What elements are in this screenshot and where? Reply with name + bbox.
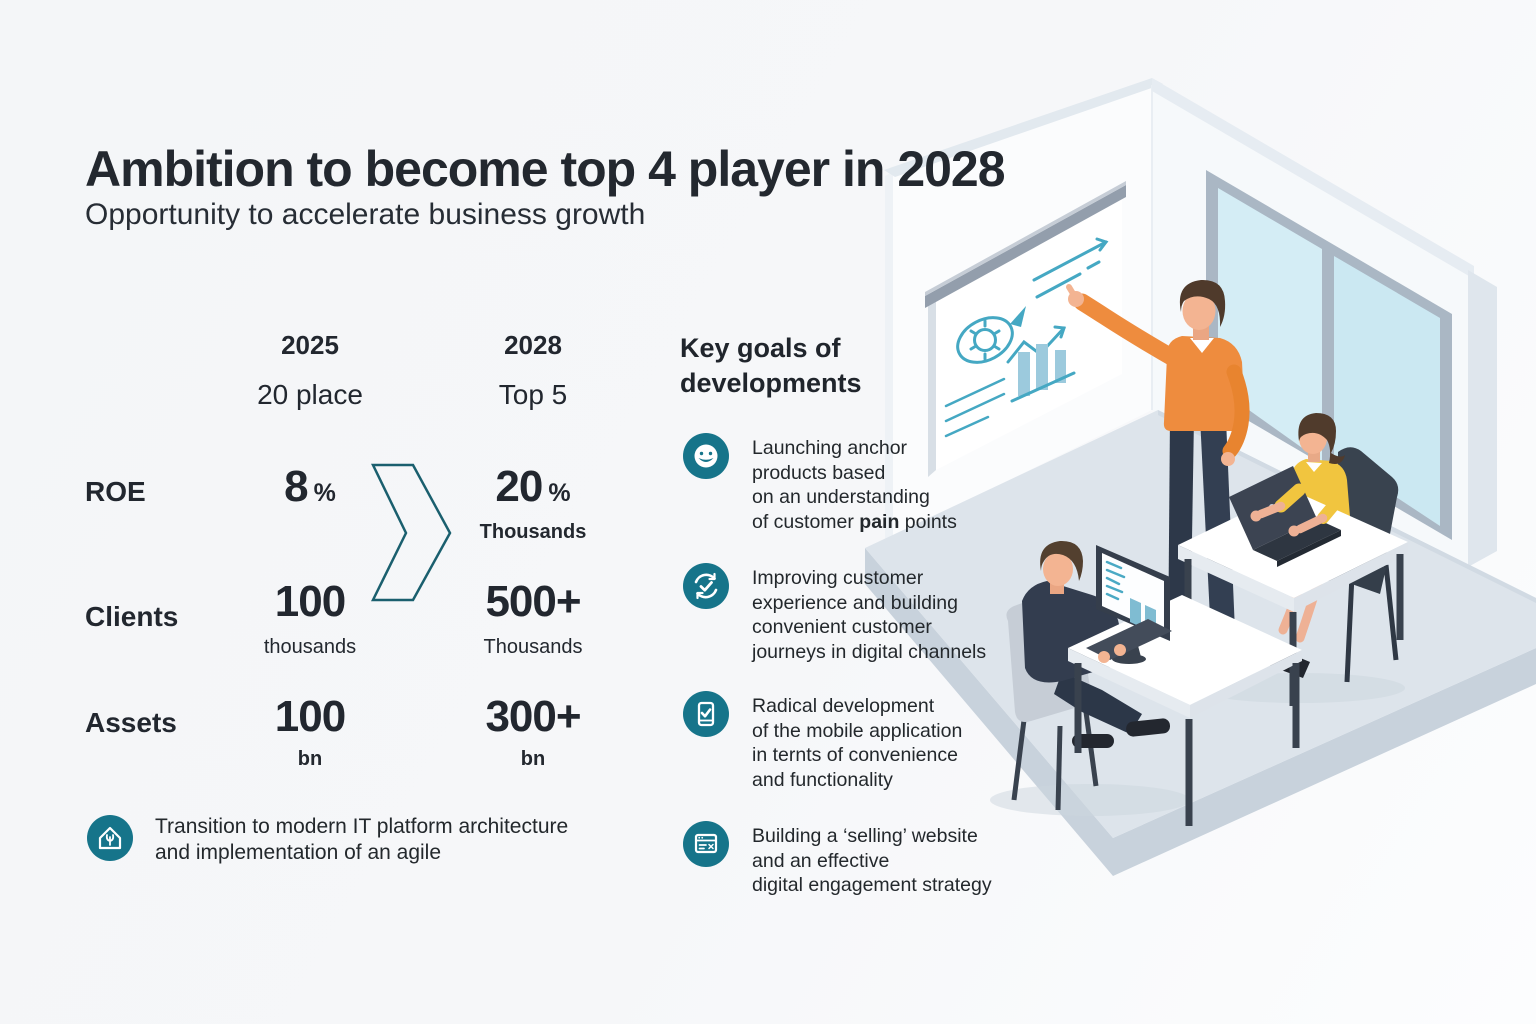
clients-2028-sub: Thousands — [483, 636, 583, 658]
whiteboard — [925, 181, 1126, 477]
clients-2025-value: 100 — [274, 577, 346, 626]
goal-item-3: Radical development of the mobile applic… — [752, 695, 963, 791]
column-status-2025: 20 place — [257, 379, 363, 410]
row-label-clients: Clients — [85, 601, 179, 632]
goals-heading: Key goals of developments — [680, 333, 862, 398]
clients-2028-value: 500+ — [485, 577, 581, 626]
assets-2028-sub: bn — [520, 748, 546, 770]
goal-item-2: Improving customer experience and buildi… — [752, 567, 987, 663]
assets-2025-value: 100 — [274, 692, 346, 741]
growth-chevron-arrow-icon — [370, 463, 452, 602]
keyboard — [1086, 619, 1172, 660]
desk-left — [1068, 595, 1302, 826]
page-title: Ambition to become top 4 player in 2028 — [85, 140, 1006, 197]
desktop-monitor — [1096, 545, 1170, 664]
assets-2025-sub: bn — [297, 748, 323, 770]
column-header-2025: 2025 — [281, 330, 339, 360]
clients-2025-sub: thousands — [263, 636, 357, 658]
house-agile-icon — [87, 815, 133, 861]
browser-window-icon — [683, 821, 729, 867]
colleague-left — [990, 540, 1302, 826]
mobile-check-icon — [683, 691, 729, 737]
it-transition-note: Transition to modern IT platform archite… — [155, 815, 569, 864]
page-subtitle: Opportunity to accelerate business growt… — [85, 198, 646, 231]
colleague-right — [1178, 413, 1408, 706]
roe-2028-value: 20% — [495, 462, 571, 511]
row-label-roe: ROE — [85, 476, 146, 507]
roe-2025-value: 8% — [284, 462, 336, 511]
goal-item-4: Building a ‘selling’ website and an effe… — [752, 825, 992, 896]
row-label-assets: Assets — [85, 707, 177, 738]
refresh-check-icon — [683, 563, 729, 609]
column-status-2028: Top 5 — [498, 379, 568, 410]
whiteboard-doodles — [944, 237, 1109, 438]
roe-2028-sub: Thousands — [479, 521, 587, 543]
goal-item-1: Launching anchor products based on an un… — [752, 437, 957, 533]
column-header-2028: 2028 — [504, 330, 562, 360]
assets-2028-value: 300+ — [485, 692, 581, 741]
smiley-face-icon — [683, 433, 729, 479]
